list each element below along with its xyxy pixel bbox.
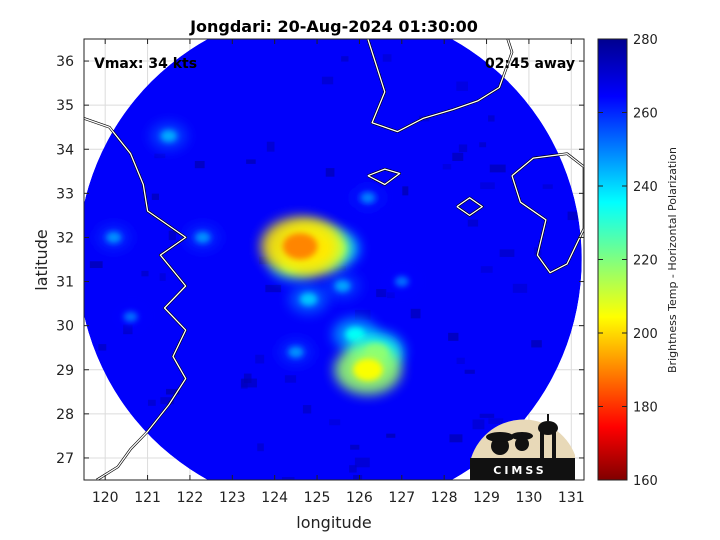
brightness-feature-core (160, 129, 177, 143)
island (456, 197, 483, 217)
brightness-feature-core (394, 276, 409, 287)
brightness-feature-core (353, 358, 383, 381)
y-tick-label: 32 (56, 230, 74, 246)
svg-text:CIMSS: CIMSS (493, 464, 546, 477)
y-tick-label: 35 (56, 98, 74, 114)
brightness-feature-core (123, 311, 138, 323)
brightness-feature-core (299, 292, 318, 306)
x-tick-label: 122 (177, 490, 204, 506)
coastlines (84, 39, 584, 480)
colorbar-label: Brightness Temp - Horizontal Polarizatio… (666, 147, 679, 373)
x-tick-label: 128 (431, 490, 458, 506)
brightness-feature-core (288, 346, 304, 358)
brightness-feature-core (194, 231, 211, 244)
plot-frame (83, 38, 585, 481)
colorbar-tick-label: 240 (633, 180, 658, 195)
y-tick-label: 31 (56, 275, 74, 291)
colorbar-tick-label: 180 (633, 401, 658, 416)
y-tick-label: 29 (56, 363, 74, 379)
island (367, 168, 401, 186)
x-tick-label: 120 (92, 490, 119, 506)
chart-title: Jongdari: 20-Aug-2024 01:30:00 (189, 17, 478, 36)
x-tick-label: 127 (388, 490, 415, 506)
y-tick-label: 33 (56, 186, 74, 202)
x-tick-label: 124 (261, 490, 288, 506)
colorbar-tick-label: 200 (633, 327, 658, 342)
brightness-feature-core (360, 192, 376, 204)
brightness-feature-core (334, 279, 351, 292)
x-tick-label: 126 (346, 490, 373, 506)
x-tick-label: 125 (304, 490, 331, 506)
x-tick-label: 123 (219, 490, 246, 506)
vmax-annotation: Vmax: 34 kts (94, 56, 197, 72)
x-tick-label: 121 (134, 490, 161, 506)
x-tick-label: 129 (473, 490, 500, 506)
y-tick-label: 36 (56, 54, 74, 70)
x-tick-label: 131 (558, 490, 585, 506)
y-axis-label: latitude (32, 229, 51, 290)
time-away-annotation: 02:45 away (485, 56, 575, 72)
coastline (84, 117, 187, 480)
y-tick-label: 34 (56, 142, 74, 158)
x-tick-label: 130 (516, 490, 543, 506)
y-tick-label: 27 (56, 451, 74, 467)
cimss-logo: CIMSS (470, 414, 575, 480)
coastline (367, 39, 513, 133)
brightness-feature-core (282, 233, 318, 260)
brightness-feature-core (106, 231, 122, 244)
y-axis: 27 28 29 30 31 32 33 34 35 36 (56, 54, 584, 467)
colorbar-ticks: 160 180 200 220 240 260 280 (598, 33, 658, 489)
y-tick-label: 30 (56, 319, 74, 335)
colorbar-tick-label: 260 (633, 107, 658, 122)
x-axis-label: longitude (296, 513, 371, 532)
colorbar-tick-label: 220 (633, 254, 658, 269)
coastline (511, 153, 584, 274)
colorbar-tick-label: 280 (633, 33, 658, 48)
colorbar-tick-label: 160 (633, 474, 658, 489)
y-tick-label: 28 (56, 407, 74, 423)
